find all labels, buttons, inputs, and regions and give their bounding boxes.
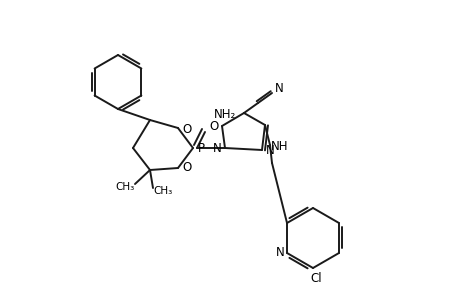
Text: N: N	[274, 82, 283, 94]
Text: N: N	[275, 247, 284, 260]
Text: P: P	[197, 142, 204, 154]
Text: NH₂: NH₂	[213, 107, 235, 121]
Text: O: O	[182, 122, 191, 136]
Text: N: N	[212, 142, 221, 154]
Text: CH₃: CH₃	[115, 182, 134, 192]
Text: CH₃: CH₃	[153, 186, 172, 196]
Text: NH: NH	[271, 140, 288, 152]
Text: O: O	[182, 160, 191, 173]
Text: N: N	[265, 143, 274, 157]
Text: O: O	[209, 119, 218, 133]
Text: Cl: Cl	[309, 272, 321, 286]
